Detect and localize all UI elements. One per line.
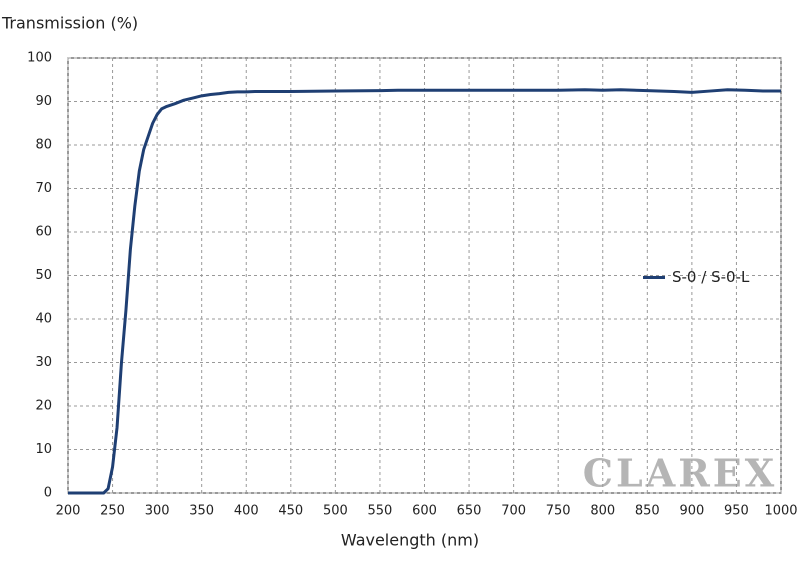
x-tick-label: 750 bbox=[546, 504, 571, 519]
x-tick-label: 1000 bbox=[764, 504, 797, 519]
data-line bbox=[68, 88, 781, 495]
x-tick-label: 950 bbox=[724, 504, 749, 519]
x-tick-label: 650 bbox=[457, 504, 482, 519]
y-tick-label: 40 bbox=[35, 312, 52, 327]
y-tick-label: 30 bbox=[35, 355, 52, 370]
x-tick-label: 400 bbox=[234, 504, 259, 519]
x-tick-label: 850 bbox=[635, 504, 660, 519]
y-tick-label: 70 bbox=[35, 181, 52, 196]
y-axis-label: Transmission (%) bbox=[1, 14, 138, 33]
x-tick-label: 500 bbox=[323, 504, 348, 519]
y-tick-label: 50 bbox=[35, 268, 52, 283]
y-tick-label: 100 bbox=[27, 51, 52, 66]
x-tick-label: 450 bbox=[278, 504, 303, 519]
x-tick-label: 200 bbox=[56, 504, 81, 519]
x-tick-label: 800 bbox=[590, 504, 615, 519]
y-tick-label: 80 bbox=[35, 138, 52, 153]
x-tick-label: 900 bbox=[679, 504, 704, 519]
x-axis-label: Wavelength (nm) bbox=[341, 531, 479, 550]
y-tick-label: 90 bbox=[35, 94, 52, 109]
x-tick-label: 250 bbox=[100, 504, 125, 519]
x-tick-label: 700 bbox=[501, 504, 526, 519]
y-tick-label: 60 bbox=[35, 225, 52, 240]
y-tick-label: 0 bbox=[44, 486, 52, 501]
y-tick-label: 20 bbox=[35, 399, 52, 414]
x-tick-label: 350 bbox=[189, 504, 214, 519]
y-tick-label: 10 bbox=[35, 442, 52, 457]
watermark: CLAREX bbox=[583, 451, 777, 496]
x-tick-label: 550 bbox=[368, 504, 393, 519]
legend-label: S-0 / S-0-L bbox=[672, 268, 750, 286]
x-tick-label: 600 bbox=[412, 504, 437, 519]
x-tick-label: 300 bbox=[145, 504, 170, 519]
